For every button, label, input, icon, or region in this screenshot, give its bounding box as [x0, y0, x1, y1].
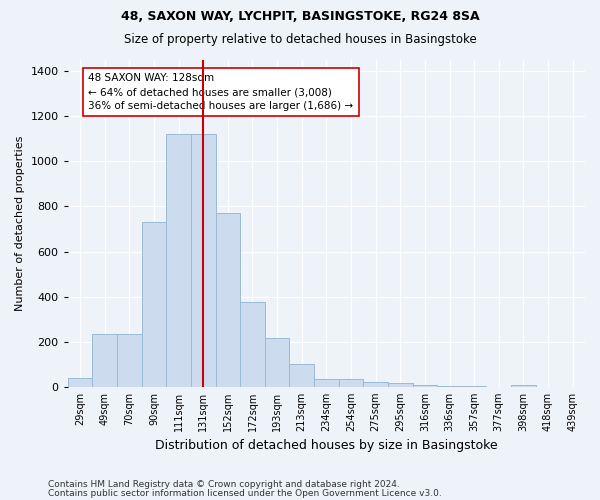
Bar — [314, 379, 338, 387]
Bar — [191, 134, 215, 387]
Y-axis label: Number of detached properties: Number of detached properties — [15, 136, 25, 311]
Bar — [338, 379, 364, 387]
Text: Contains HM Land Registry data © Crown copyright and database right 2024.: Contains HM Land Registry data © Crown c… — [48, 480, 400, 489]
Bar — [364, 382, 388, 387]
Bar — [265, 338, 289, 387]
Bar — [289, 364, 314, 387]
Bar — [413, 384, 437, 387]
Bar — [240, 302, 265, 387]
Bar — [388, 384, 413, 387]
Text: Size of property relative to detached houses in Basingstoke: Size of property relative to detached ho… — [124, 32, 476, 46]
Text: 48, SAXON WAY, LYCHPIT, BASINGSTOKE, RG24 8SA: 48, SAXON WAY, LYCHPIT, BASINGSTOKE, RG2… — [121, 10, 479, 23]
Bar — [92, 334, 117, 387]
Bar — [215, 214, 240, 387]
X-axis label: Distribution of detached houses by size in Basingstoke: Distribution of detached houses by size … — [155, 440, 497, 452]
Bar — [117, 334, 142, 387]
Bar — [462, 386, 487, 387]
Bar — [166, 134, 191, 387]
Bar — [142, 222, 166, 387]
Text: Contains public sector information licensed under the Open Government Licence v3: Contains public sector information licen… — [48, 490, 442, 498]
Bar — [511, 384, 536, 387]
Text: 48 SAXON WAY: 128sqm
← 64% of detached houses are smaller (3,008)
36% of semi-de: 48 SAXON WAY: 128sqm ← 64% of detached h… — [88, 73, 353, 111]
Bar — [68, 378, 92, 387]
Bar — [437, 386, 462, 387]
